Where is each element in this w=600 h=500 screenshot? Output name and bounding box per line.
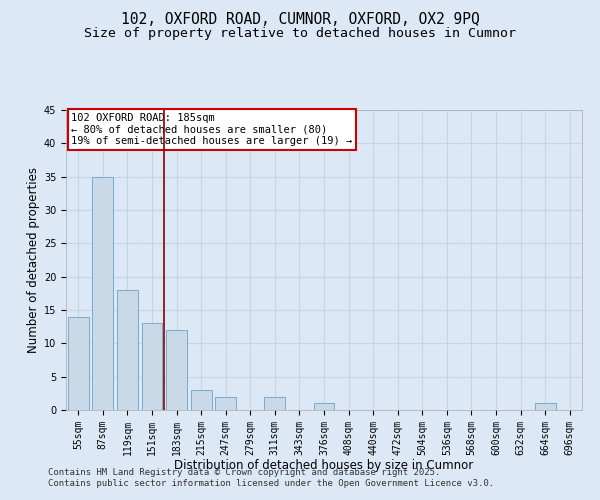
Bar (265, 396, 286, 410)
Y-axis label: Number of detached properties: Number of detached properties (26, 167, 40, 353)
Bar (92, 176, 113, 410)
Bar (191, 390, 212, 410)
Text: 102 OXFORD ROAD: 185sqm
← 80% of detached houses are smaller (80)
19% of semi-de: 102 OXFORD ROAD: 185sqm ← 80% of detache… (71, 113, 352, 146)
Bar (117, 290, 138, 410)
Bar (215, 396, 236, 410)
Bar (535, 404, 556, 410)
Text: 102, OXFORD ROAD, CUMNOR, OXFORD, OX2 9PQ: 102, OXFORD ROAD, CUMNOR, OXFORD, OX2 9P… (121, 12, 479, 28)
Bar (314, 404, 334, 410)
Bar (166, 330, 187, 410)
Text: Size of property relative to detached houses in Cumnor: Size of property relative to detached ho… (84, 28, 516, 40)
Text: Contains HM Land Registry data © Crown copyright and database right 2025.
Contai: Contains HM Land Registry data © Crown c… (48, 468, 494, 487)
Bar (142, 324, 163, 410)
Bar (68, 316, 89, 410)
X-axis label: Distribution of detached houses by size in Cumnor: Distribution of detached houses by size … (175, 459, 473, 472)
